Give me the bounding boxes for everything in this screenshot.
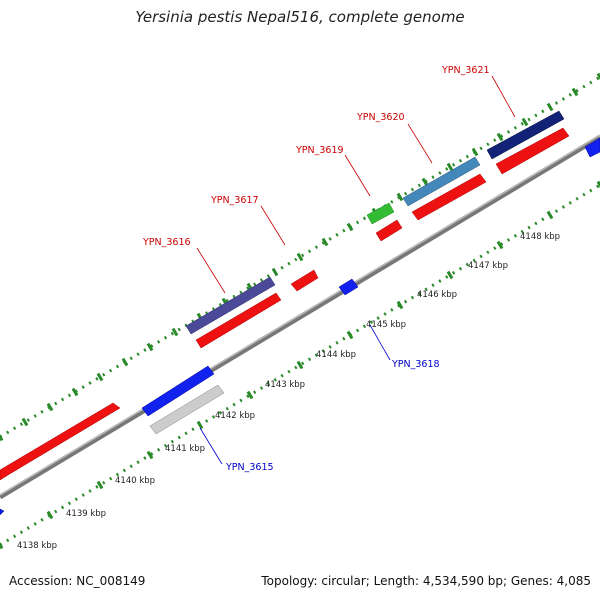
gene-box-ypn3621 [486, 110, 565, 160]
tick-label-4142: 4142 kbp [215, 411, 255, 421]
cds-feature [0, 402, 121, 481]
outer-ruler-major-ticks [0, 72, 600, 442]
tick-label-4146: 4146 kbp [417, 290, 457, 300]
ruler-tick [296, 252, 304, 262]
ruler-tick [471, 147, 479, 157]
gene-label-ypn3619: YPN_3619 [295, 145, 344, 156]
ruler-tick [546, 210, 554, 220]
tick-labels: 4138 kbp 4139 kbp 4140 kbp 4141 kbp 4142… [17, 232, 560, 551]
ruler-tick [96, 372, 104, 382]
ruler-tick [446, 270, 454, 280]
ruler-tick [571, 87, 579, 97]
ruler-tick [596, 180, 600, 188]
ruler-tick [246, 390, 254, 400]
ruler-tick [271, 267, 279, 277]
ruler-tick [396, 192, 404, 202]
ruler-tick [546, 102, 554, 112]
ruler-tick [421, 177, 429, 187]
ruler-tick [346, 222, 354, 232]
inner-ruler-major-ticks [0, 180, 600, 550]
ruler-tick [396, 300, 404, 310]
reverse-strand-features [0, 137, 600, 516]
cds-feature [141, 365, 215, 417]
ruler-tick [521, 117, 529, 127]
cds-feature [290, 269, 319, 292]
tick-label-4141: 4141 kbp [165, 444, 205, 454]
tick-label-4140: 4140 kbp [115, 476, 155, 486]
genome-backbone [0, 134, 600, 500]
gene-label-ypn3620: YPN_3620 [356, 112, 405, 123]
gene-label-ypn3615: YPN_3615 [225, 462, 274, 473]
gene-box-ypn3620 [402, 156, 481, 207]
ruler-tick [296, 360, 304, 370]
ruler-tick [46, 510, 54, 520]
tick-label-4147: 4147 kbp [468, 261, 508, 271]
forward-strand-features [0, 127, 570, 481]
ruler-tick [171, 327, 179, 337]
tick-label-4145: 4145 kbp [366, 320, 406, 330]
ruler-tick [21, 417, 29, 427]
ruler-tick [596, 72, 600, 80]
ruler-tick [121, 357, 129, 367]
gene-box-ypn3616 [185, 276, 276, 335]
ruler-tick [71, 387, 79, 397]
ruler-tick [146, 342, 154, 352]
cds-feature [0, 508, 5, 516]
ruler-tick [321, 237, 329, 247]
ruler-tick [446, 162, 454, 172]
ruler-tick [0, 542, 4, 550]
tick-label-4144: 4144 kbp [316, 350, 356, 360]
ruler-tick [0, 434, 4, 442]
tick-label-4138: 4138 kbp [17, 541, 57, 551]
genome-summary-text: Topology: circular; Length: 4,534,590 bp… [261, 574, 591, 588]
cds-feature [411, 173, 487, 221]
outer-annotation-features [185, 110, 565, 335]
gene-labels: YPN_3616 YPN_3617 YPN_3619 YPN_3620 YPN_… [142, 65, 490, 473]
cds-feature [584, 137, 600, 158]
cds-feature [195, 292, 282, 349]
gene-label-ypn3616: YPN_3616 [142, 237, 191, 248]
callout-lines [196, 75, 516, 465]
ruler-tick [46, 402, 54, 412]
ruler-tick [346, 330, 354, 340]
cds-feature [375, 219, 403, 242]
cds-feature [495, 127, 570, 175]
ruler-tick [146, 450, 154, 460]
map-title: Yersinia pestis Nepal516, complete genom… [135, 8, 465, 26]
cds-feature [149, 384, 225, 435]
accession-text: Accession: NC_008149 [9, 574, 146, 588]
gene-box-ypn3619 [366, 202, 395, 225]
ruler-tick [196, 420, 204, 430]
tick-label-4139: 4139 kbp [66, 509, 106, 519]
ruler-tick [496, 240, 504, 250]
ruler-tick [96, 480, 104, 490]
tick-label-4143: 4143 kbp [265, 380, 305, 390]
gene-label-ypn3618: YPN_3618 [391, 359, 440, 370]
gene-label-ypn3621: YPN_3621 [441, 65, 490, 76]
ruler-tick [496, 132, 504, 142]
tick-label-4148: 4148 kbp [520, 232, 560, 242]
gene-label-ypn3617: YPN_3617 [210, 195, 259, 206]
cds-feature [338, 278, 359, 296]
